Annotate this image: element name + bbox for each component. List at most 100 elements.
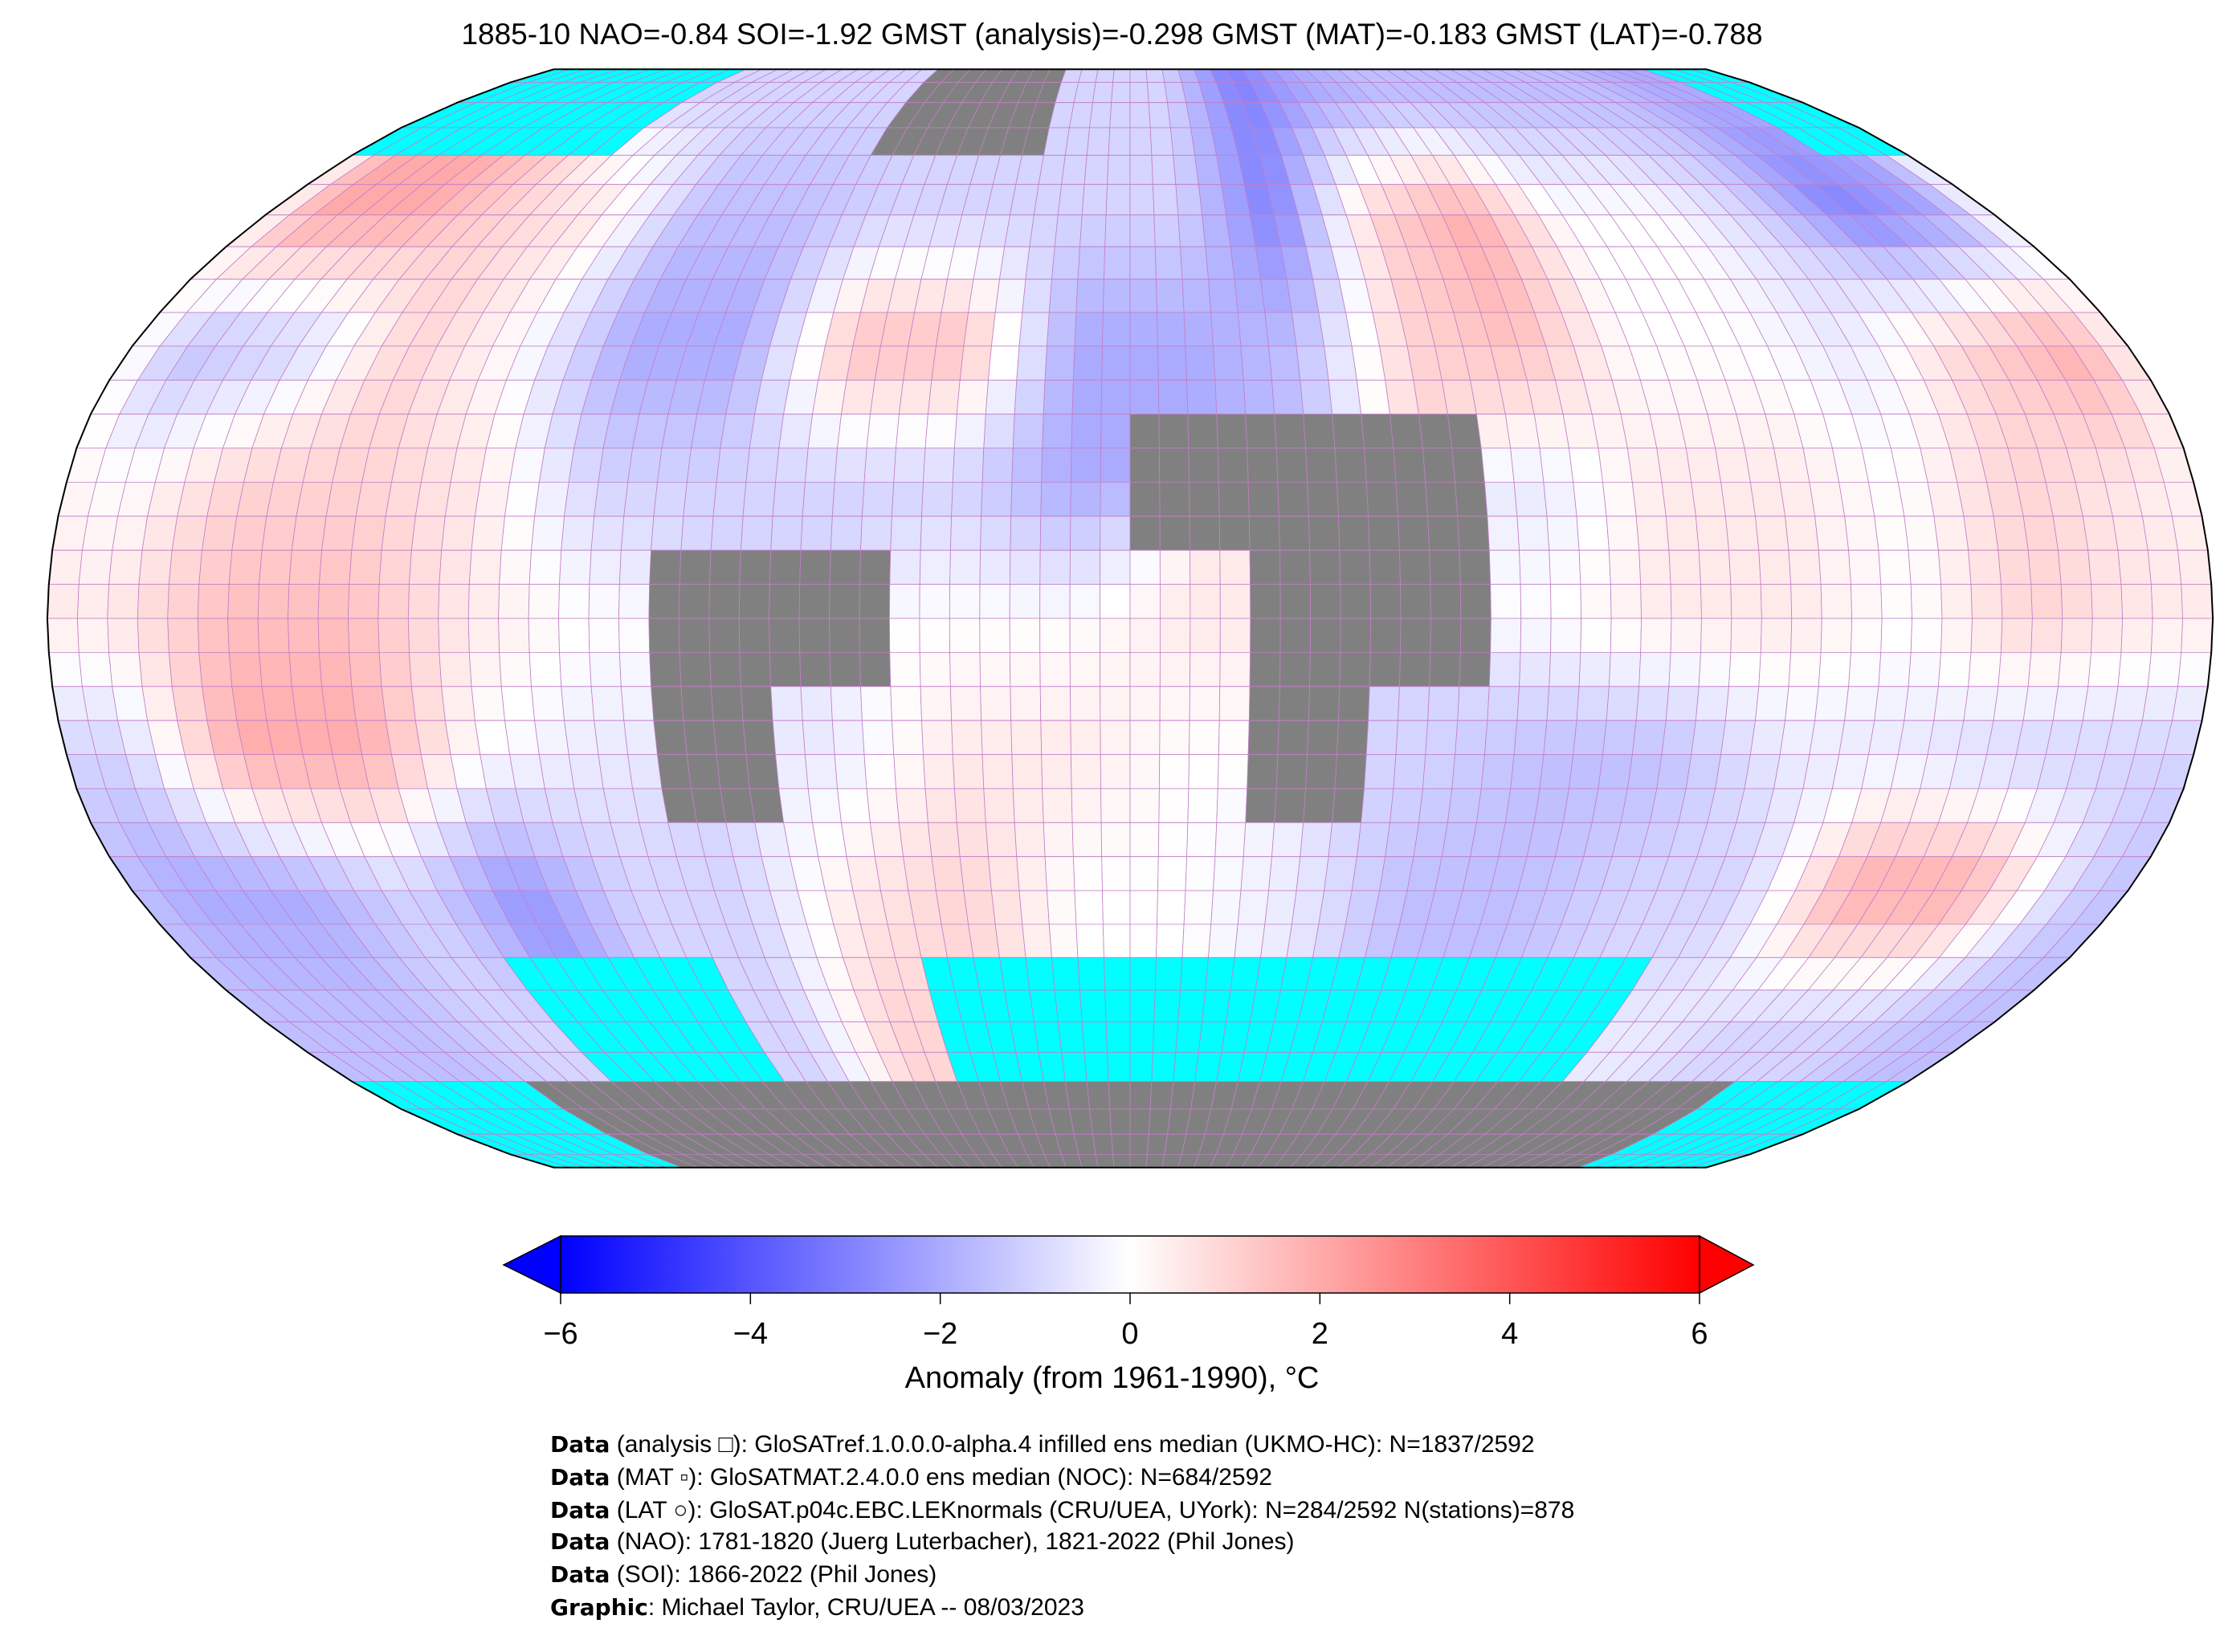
grid-cell — [1104, 246, 1131, 280]
grid-cell — [1069, 652, 1101, 687]
grid-cell — [1210, 312, 1242, 347]
grid-cell — [1393, 447, 1426, 483]
grid-cell — [561, 516, 595, 551]
grid-cell — [1691, 720, 1726, 755]
grid-cell — [349, 652, 382, 687]
grid-cell — [317, 584, 350, 619]
grid-cell — [1970, 584, 2003, 619]
grid-cell — [1048, 279, 1079, 313]
footer-line: Data (MAT ▫): GloSATMAT.2.4.0.0 ens medi… — [550, 1464, 1272, 1491]
grid-cell — [1129, 279, 1158, 313]
grid-cell — [919, 652, 951, 687]
grid-cell — [1157, 856, 1188, 891]
grid-cell — [983, 788, 1015, 823]
grid-cell — [1190, 652, 1221, 687]
grid-cell — [1151, 154, 1177, 186]
grid-cell — [202, 516, 238, 551]
grid-cell — [1427, 516, 1460, 551]
grid-cell — [317, 618, 350, 653]
grid-cell — [1690, 1154, 1750, 1168]
grid-cell — [1908, 549, 1942, 585]
grid-cell — [479, 754, 516, 789]
grid-cell — [1640, 584, 1672, 619]
grid-cell — [1385, 1154, 1424, 1168]
grid-cell — [1183, 312, 1214, 347]
grid-cell — [1691, 482, 1726, 517]
grid-cell — [1129, 414, 1160, 449]
grid-cell — [598, 447, 634, 483]
grid-cell — [739, 652, 772, 687]
grid-cell — [1102, 924, 1131, 958]
grid-cell — [923, 447, 955, 483]
grid-cell — [1577, 1154, 1630, 1168]
grid-cell — [1760, 618, 1793, 653]
grid-cell — [893, 447, 926, 483]
grid-cell — [1009, 584, 1041, 619]
grid-cell — [623, 482, 658, 517]
grid-cell — [1086, 1081, 1111, 1110]
grid-cell — [589, 549, 622, 585]
map-boundary — [46, 68, 2214, 1169]
grid-cell — [347, 584, 380, 619]
grid-cell — [1498, 1154, 1544, 1168]
grid-cell — [1129, 1081, 1153, 1110]
grid-cell — [257, 618, 290, 653]
grid-cell — [1878, 549, 1912, 585]
grid-cell — [2058, 652, 2092, 687]
grid-cell — [649, 549, 682, 585]
grid-cell — [385, 482, 422, 517]
grid-cell — [107, 584, 140, 619]
grid-cell — [590, 516, 625, 551]
grid-cell — [1937, 549, 1972, 585]
grid-cell — [891, 720, 924, 755]
grid-cell — [1395, 482, 1429, 517]
grid-cell — [1152, 1021, 1179, 1053]
grid-cell — [1336, 720, 1369, 755]
grid-cell — [905, 1154, 939, 1168]
grid-cell — [1598, 447, 1633, 483]
grid-cell — [1457, 516, 1490, 551]
grid-cell — [1145, 69, 1165, 83]
grid-cell — [889, 549, 921, 585]
grid-cell — [921, 482, 953, 517]
grid-cell — [1129, 482, 1161, 517]
grid-cell — [903, 345, 937, 381]
colorbar — [502, 1234, 1755, 1304]
grid-cell — [1642, 1154, 1699, 1168]
grid-cell — [1963, 686, 1999, 721]
grid-cell — [1070, 720, 1101, 755]
grid-cell — [1070, 686, 1101, 721]
grid-cell — [860, 516, 892, 551]
footer-label: Data — [550, 1561, 610, 1588]
grid-cell — [1305, 754, 1337, 789]
grid-cell — [1129, 516, 1161, 551]
grid-cell — [1039, 549, 1071, 585]
grid-cell — [381, 516, 416, 551]
grid-cell — [1202, 989, 1231, 1022]
grid-cell — [409, 652, 443, 687]
grid-cell — [1520, 584, 1552, 619]
grid-cell — [1146, 82, 1168, 104]
grid-cell — [678, 618, 710, 653]
grid-cell — [1631, 720, 1667, 755]
grid-cell — [1401, 1154, 1442, 1168]
grid-cell — [1451, 754, 1485, 789]
grid-cell — [772, 720, 806, 755]
grid-cell — [414, 720, 451, 755]
grid-cell — [1309, 652, 1341, 687]
grid-cell — [1307, 482, 1339, 517]
grid-cell — [874, 345, 909, 381]
grid-cell — [1303, 414, 1336, 449]
grid-cell — [1159, 686, 1190, 721]
grid-cell — [1219, 549, 1251, 585]
grid-cell — [590, 686, 625, 721]
grid-cell — [1146, 1133, 1168, 1155]
grid-cell — [1225, 1154, 1251, 1168]
grid-cell — [1550, 584, 1582, 619]
grid-cell — [1580, 618, 1612, 653]
grid-cell — [941, 924, 974, 958]
grid-cell — [474, 720, 511, 755]
grid-cell — [768, 1154, 810, 1168]
grid-cell — [739, 549, 772, 585]
grid-cell — [589, 652, 622, 687]
